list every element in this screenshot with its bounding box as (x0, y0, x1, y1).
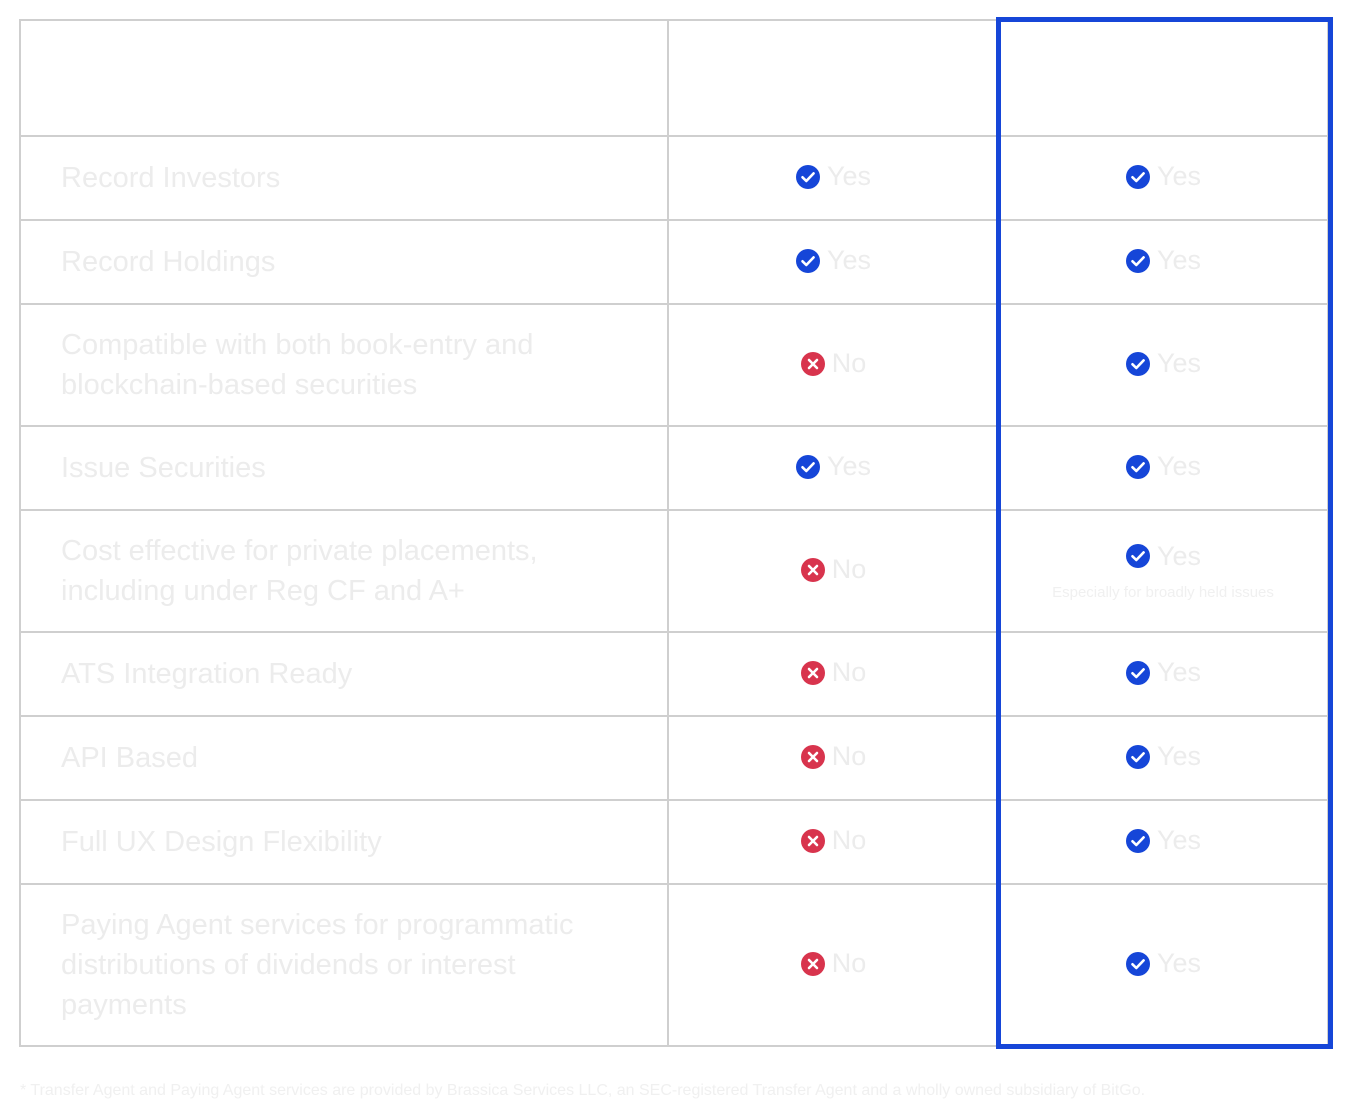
traditional-value-label: No (831, 741, 867, 772)
check-circle-icon (795, 454, 821, 480)
table-body: Record Investors Yes Yes Record Holdings… (19, 135, 1329, 1047)
check-circle-icon (1125, 660, 1151, 686)
highlighted-value-cell: Yes (997, 631, 1329, 717)
traditional-value-label: No (831, 948, 867, 979)
table-row: Record Holdings Yes Yes (19, 219, 1329, 305)
x-circle-icon (800, 660, 826, 686)
table-row: Compatible with both book-entry and bloc… (19, 303, 1329, 427)
table-header-row (19, 19, 1329, 137)
traditional-value-cell: No (667, 509, 999, 633)
highlighted-value-label: Yes (1156, 161, 1202, 192)
header-highlighted-column (997, 19, 1329, 137)
table-row: API Based No Yes (19, 715, 1329, 801)
traditional-value-cell: Yes (667, 425, 999, 511)
footnote: * Transfer Agent and Paying Agent servic… (20, 1082, 1146, 1099)
value-note: Especially for broadly held issues (1052, 584, 1274, 602)
feature-label: Paying Agent services for programmatic d… (19, 883, 669, 1047)
highlighted-value-label: Yes (1156, 825, 1202, 856)
highlighted-value-cell: Yes Especially for broadly held issues (997, 509, 1329, 633)
header-traditional-column (667, 19, 999, 137)
check-circle-icon (1125, 951, 1151, 977)
highlighted-value-label: Yes (1156, 451, 1202, 482)
x-circle-icon (800, 744, 826, 770)
highlighted-value-cell: Yes (997, 303, 1329, 427)
highlighted-value-label: Yes (1156, 948, 1202, 979)
table-row: Full UX Design Flexibility No Yes (19, 799, 1329, 885)
check-circle-icon (795, 248, 821, 274)
traditional-value-label: No (831, 554, 867, 585)
check-circle-icon (1125, 164, 1151, 190)
feature-label: Full UX Design Flexibility (19, 799, 669, 885)
traditional-value-label: Yes (826, 245, 872, 276)
table-row: Record Investors Yes Yes (19, 135, 1329, 221)
table-row: ATS Integration Ready No Yes (19, 631, 1329, 717)
table-row: Paying Agent services for programmatic d… (19, 883, 1329, 1047)
check-circle-icon (1125, 454, 1151, 480)
x-circle-icon (800, 557, 826, 583)
feature-label: Compatible with both book-entry and bloc… (19, 303, 669, 427)
highlighted-value-cell: Yes (997, 715, 1329, 801)
highlighted-value-label: Yes (1156, 245, 1202, 276)
highlighted-value-cell: Yes (997, 219, 1329, 305)
highlighted-value-cell: Yes (997, 883, 1329, 1047)
check-circle-icon (795, 164, 821, 190)
highlighted-value-cell: Yes (997, 135, 1329, 221)
traditional-value-cell: No (667, 303, 999, 427)
traditional-value-cell: No (667, 631, 999, 717)
traditional-value-label: Yes (826, 451, 872, 482)
check-circle-icon (1125, 248, 1151, 274)
feature-label: Record Holdings (19, 219, 669, 305)
feature-label: Cost effective for private placements, i… (19, 509, 669, 633)
feature-label: API Based (19, 715, 669, 801)
traditional-value-label: No (831, 348, 867, 379)
comparison-table: Record Investors Yes Yes Record Holdings… (19, 19, 1329, 1047)
highlighted-value-label: Yes (1156, 540, 1202, 571)
feature-label: Issue Securities (19, 425, 669, 511)
check-circle-icon (1125, 828, 1151, 854)
x-circle-icon (800, 951, 826, 977)
traditional-value-cell: No (667, 883, 999, 1047)
traditional-value-cell: No (667, 799, 999, 885)
traditional-value-label: No (831, 825, 867, 856)
traditional-value-cell: No (667, 715, 999, 801)
highlighted-value-cell: Yes (997, 425, 1329, 511)
x-circle-icon (800, 351, 826, 377)
highlighted-value-label: Yes (1156, 348, 1202, 379)
check-circle-icon (1125, 744, 1151, 770)
highlighted-value-label: Yes (1156, 741, 1202, 772)
table-row: Issue Securities Yes Yes (19, 425, 1329, 511)
check-circle-icon (1125, 543, 1151, 569)
traditional-value-cell: Yes (667, 219, 999, 305)
traditional-value-label: Yes (826, 161, 872, 192)
x-circle-icon (800, 828, 826, 854)
feature-label: Record Investors (19, 135, 669, 221)
check-circle-icon (1125, 351, 1151, 377)
highlighted-value-label: Yes (1156, 657, 1202, 688)
traditional-value-label: No (831, 657, 867, 688)
header-feature-column (19, 19, 669, 137)
highlighted-value-cell: Yes (997, 799, 1329, 885)
table-row: Cost effective for private placements, i… (19, 509, 1329, 633)
traditional-value-cell: Yes (667, 135, 999, 221)
feature-label: ATS Integration Ready (19, 631, 669, 717)
